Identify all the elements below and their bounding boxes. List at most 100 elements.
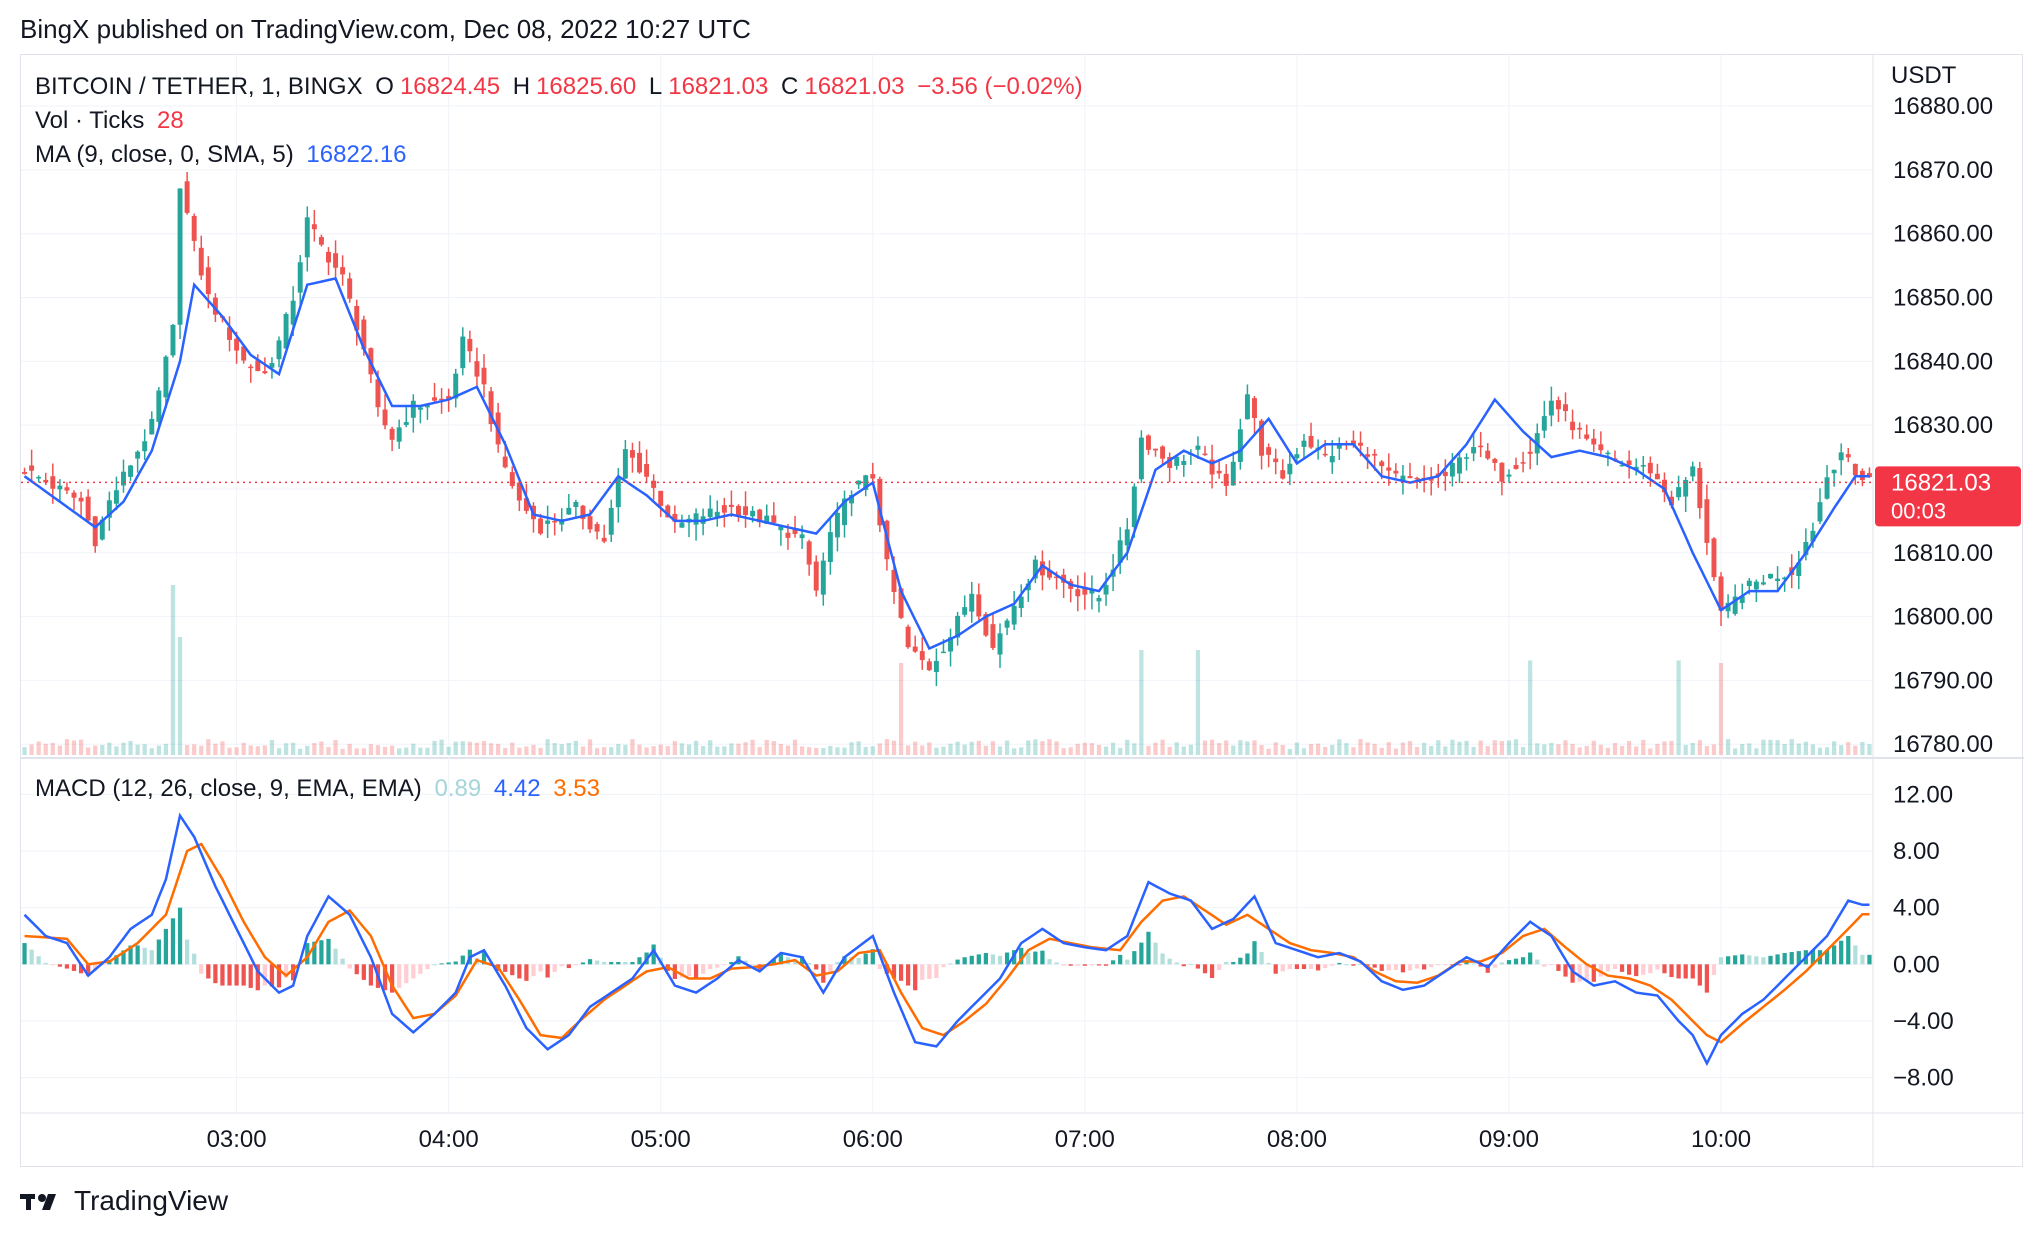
candle-body bbox=[842, 498, 847, 526]
candle-body bbox=[64, 487, 70, 491]
macd-line-value: 4.42 bbox=[493, 775, 541, 802]
volume-bar bbox=[213, 743, 218, 755]
candle-body bbox=[1647, 462, 1653, 474]
volume-bar bbox=[1662, 741, 1667, 755]
volume-bar bbox=[1782, 743, 1787, 755]
volume-bar bbox=[814, 747, 819, 755]
volume-bar bbox=[1471, 746, 1476, 755]
volume-bar bbox=[1563, 740, 1568, 755]
macd-histogram-bar bbox=[389, 964, 395, 993]
macd-histogram-bar bbox=[1598, 964, 1603, 977]
macd-histogram-bar bbox=[1266, 962, 1271, 965]
volume-bar bbox=[1245, 741, 1250, 755]
candle-body bbox=[1513, 464, 1519, 469]
candle-body bbox=[728, 504, 734, 507]
volume-bar bbox=[1139, 650, 1144, 755]
macd-histogram-bar bbox=[1768, 955, 1773, 965]
volume-bar bbox=[1061, 748, 1066, 755]
macd-histogram-bar bbox=[1506, 960, 1512, 965]
volume-bar bbox=[382, 746, 388, 755]
candle-body bbox=[248, 366, 254, 369]
macd-histogram-bar bbox=[1492, 964, 1497, 968]
macd-histogram-bar bbox=[1231, 961, 1236, 965]
footer-brand[interactable]: TradingView bbox=[20, 1185, 228, 1217]
macd-histogram-bar bbox=[1619, 964, 1625, 972]
candle-body bbox=[1223, 473, 1229, 486]
volume-bar bbox=[1308, 744, 1314, 755]
macd-histogram-bar bbox=[213, 964, 218, 984]
candle-body bbox=[1541, 416, 1547, 431]
volume-bar bbox=[616, 743, 621, 755]
volume-value: 28 bbox=[157, 107, 184, 134]
macd-histogram-bar bbox=[1372, 964, 1377, 968]
macd-histogram-bar bbox=[1358, 963, 1363, 965]
candle-body bbox=[1838, 452, 1844, 461]
candle-body bbox=[792, 529, 798, 534]
volume-bar bbox=[1570, 743, 1575, 755]
candle-body bbox=[1683, 479, 1689, 497]
candle-body bbox=[382, 409, 388, 426]
candle-body bbox=[432, 397, 437, 401]
volume-bar bbox=[57, 745, 62, 755]
volume-bar bbox=[1351, 747, 1356, 755]
macd-histogram-bar bbox=[439, 963, 444, 965]
candle-body bbox=[29, 465, 35, 471]
candle-body bbox=[849, 494, 855, 504]
candle-body bbox=[333, 253, 339, 268]
candle-body bbox=[750, 510, 756, 517]
volume-bar bbox=[503, 747, 508, 755]
volume-bar bbox=[361, 748, 366, 755]
macd-histogram-bar bbox=[1577, 964, 1582, 982]
candle-body bbox=[658, 490, 664, 506]
volume-bar bbox=[708, 740, 713, 755]
macd-histogram-bar bbox=[425, 964, 430, 970]
macd-histogram-bar bbox=[1068, 964, 1073, 966]
last-price-value: 16821.03 bbox=[1891, 469, 1991, 496]
macd-tick-label: −4.00 bbox=[1893, 1008, 1954, 1035]
candle-body bbox=[1393, 470, 1399, 474]
ma-label: MA (9, close, 0, SMA, 5) bbox=[35, 141, 294, 168]
candle-body bbox=[566, 507, 572, 515]
volume-bar bbox=[1464, 740, 1469, 755]
volume-bar bbox=[1535, 743, 1540, 755]
macd-histogram-bar bbox=[347, 964, 352, 969]
candle-body bbox=[1202, 453, 1208, 456]
macd-histogram-bar bbox=[418, 964, 423, 974]
candle-body bbox=[827, 532, 833, 563]
volume-bar bbox=[1711, 744, 1717, 755]
volume-bar bbox=[298, 748, 303, 755]
volume-bar bbox=[1386, 742, 1391, 755]
macd-histogram-bar bbox=[503, 964, 508, 972]
candle-body bbox=[361, 319, 367, 350]
volume-bar bbox=[1217, 743, 1222, 755]
macd-histogram-bar bbox=[1407, 964, 1413, 971]
macd-histogram-bar bbox=[1054, 962, 1059, 965]
macd-histogram-bar bbox=[969, 955, 974, 965]
macd-histogram-bar bbox=[1139, 942, 1144, 965]
candle-body bbox=[1810, 530, 1816, 542]
macd-histogram-bar bbox=[1584, 964, 1589, 981]
candle-body bbox=[1782, 577, 1788, 580]
volume-bar bbox=[248, 745, 253, 755]
candle-body bbox=[1527, 451, 1533, 454]
volume-bar bbox=[255, 746, 260, 755]
volume-bar bbox=[630, 739, 635, 755]
price-tick-label: 16800.00 bbox=[1893, 604, 1993, 631]
macd-histogram-bar bbox=[1294, 964, 1300, 970]
volume-bar bbox=[389, 745, 395, 755]
ohlc-open: 16824.45 bbox=[399, 73, 501, 100]
volume-bar bbox=[531, 744, 536, 755]
candle-body bbox=[856, 480, 862, 485]
volume-bar bbox=[1506, 740, 1512, 755]
volume-bar bbox=[142, 744, 147, 755]
volume-bar bbox=[962, 744, 967, 755]
volume-bar bbox=[1188, 744, 1193, 755]
macd-histogram-bar bbox=[354, 964, 359, 975]
volume-bar bbox=[701, 746, 706, 755]
chart-canvas[interactable]: 16880.00 16870.00 16860.00 16850.00 16840.00… bbox=[21, 55, 2024, 1168]
macd-line bbox=[23, 812, 1870, 1067]
volume-bar bbox=[1040, 741, 1045, 755]
candle-body bbox=[375, 379, 381, 408]
macd-histogram-bar bbox=[1103, 964, 1109, 966]
candle-body bbox=[785, 532, 791, 538]
